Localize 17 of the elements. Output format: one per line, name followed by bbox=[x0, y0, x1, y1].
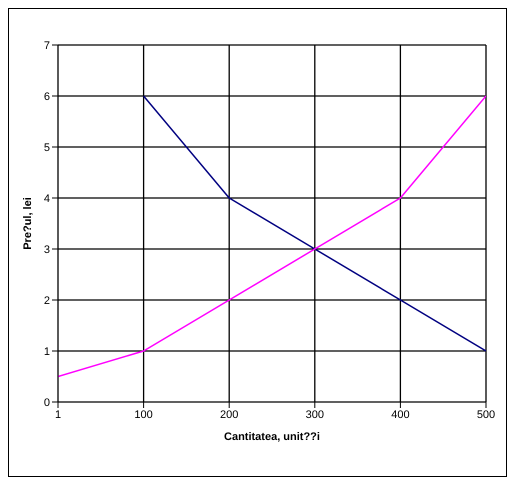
y-tick-label: 3 bbox=[44, 244, 50, 256]
x-tick-label: 200 bbox=[220, 408, 238, 421]
x-tick-label: 300 bbox=[306, 408, 324, 421]
x-tick-label: 500 bbox=[476, 408, 496, 421]
y-tick-label: 4 bbox=[44, 192, 50, 205]
y-tick-label: 0 bbox=[44, 396, 50, 409]
y-tick-label: 6 bbox=[44, 90, 50, 103]
x-tick-label: 400 bbox=[391, 408, 410, 421]
y-tick-label: 2 bbox=[44, 294, 50, 307]
x-tick-label: 100 bbox=[134, 408, 153, 421]
y-axis-title: Pre?ul, lei bbox=[22, 197, 34, 250]
x-axis-title: Cantitatea, unit??i bbox=[224, 431, 320, 443]
y-tick-label: 7 bbox=[44, 40, 50, 52]
x-tick-label: 1 bbox=[54, 408, 62, 421]
line-series bbox=[142, 95, 486, 352]
y-tick-label: 1 bbox=[44, 346, 50, 358]
y-tick-label: 5 bbox=[44, 142, 50, 154]
